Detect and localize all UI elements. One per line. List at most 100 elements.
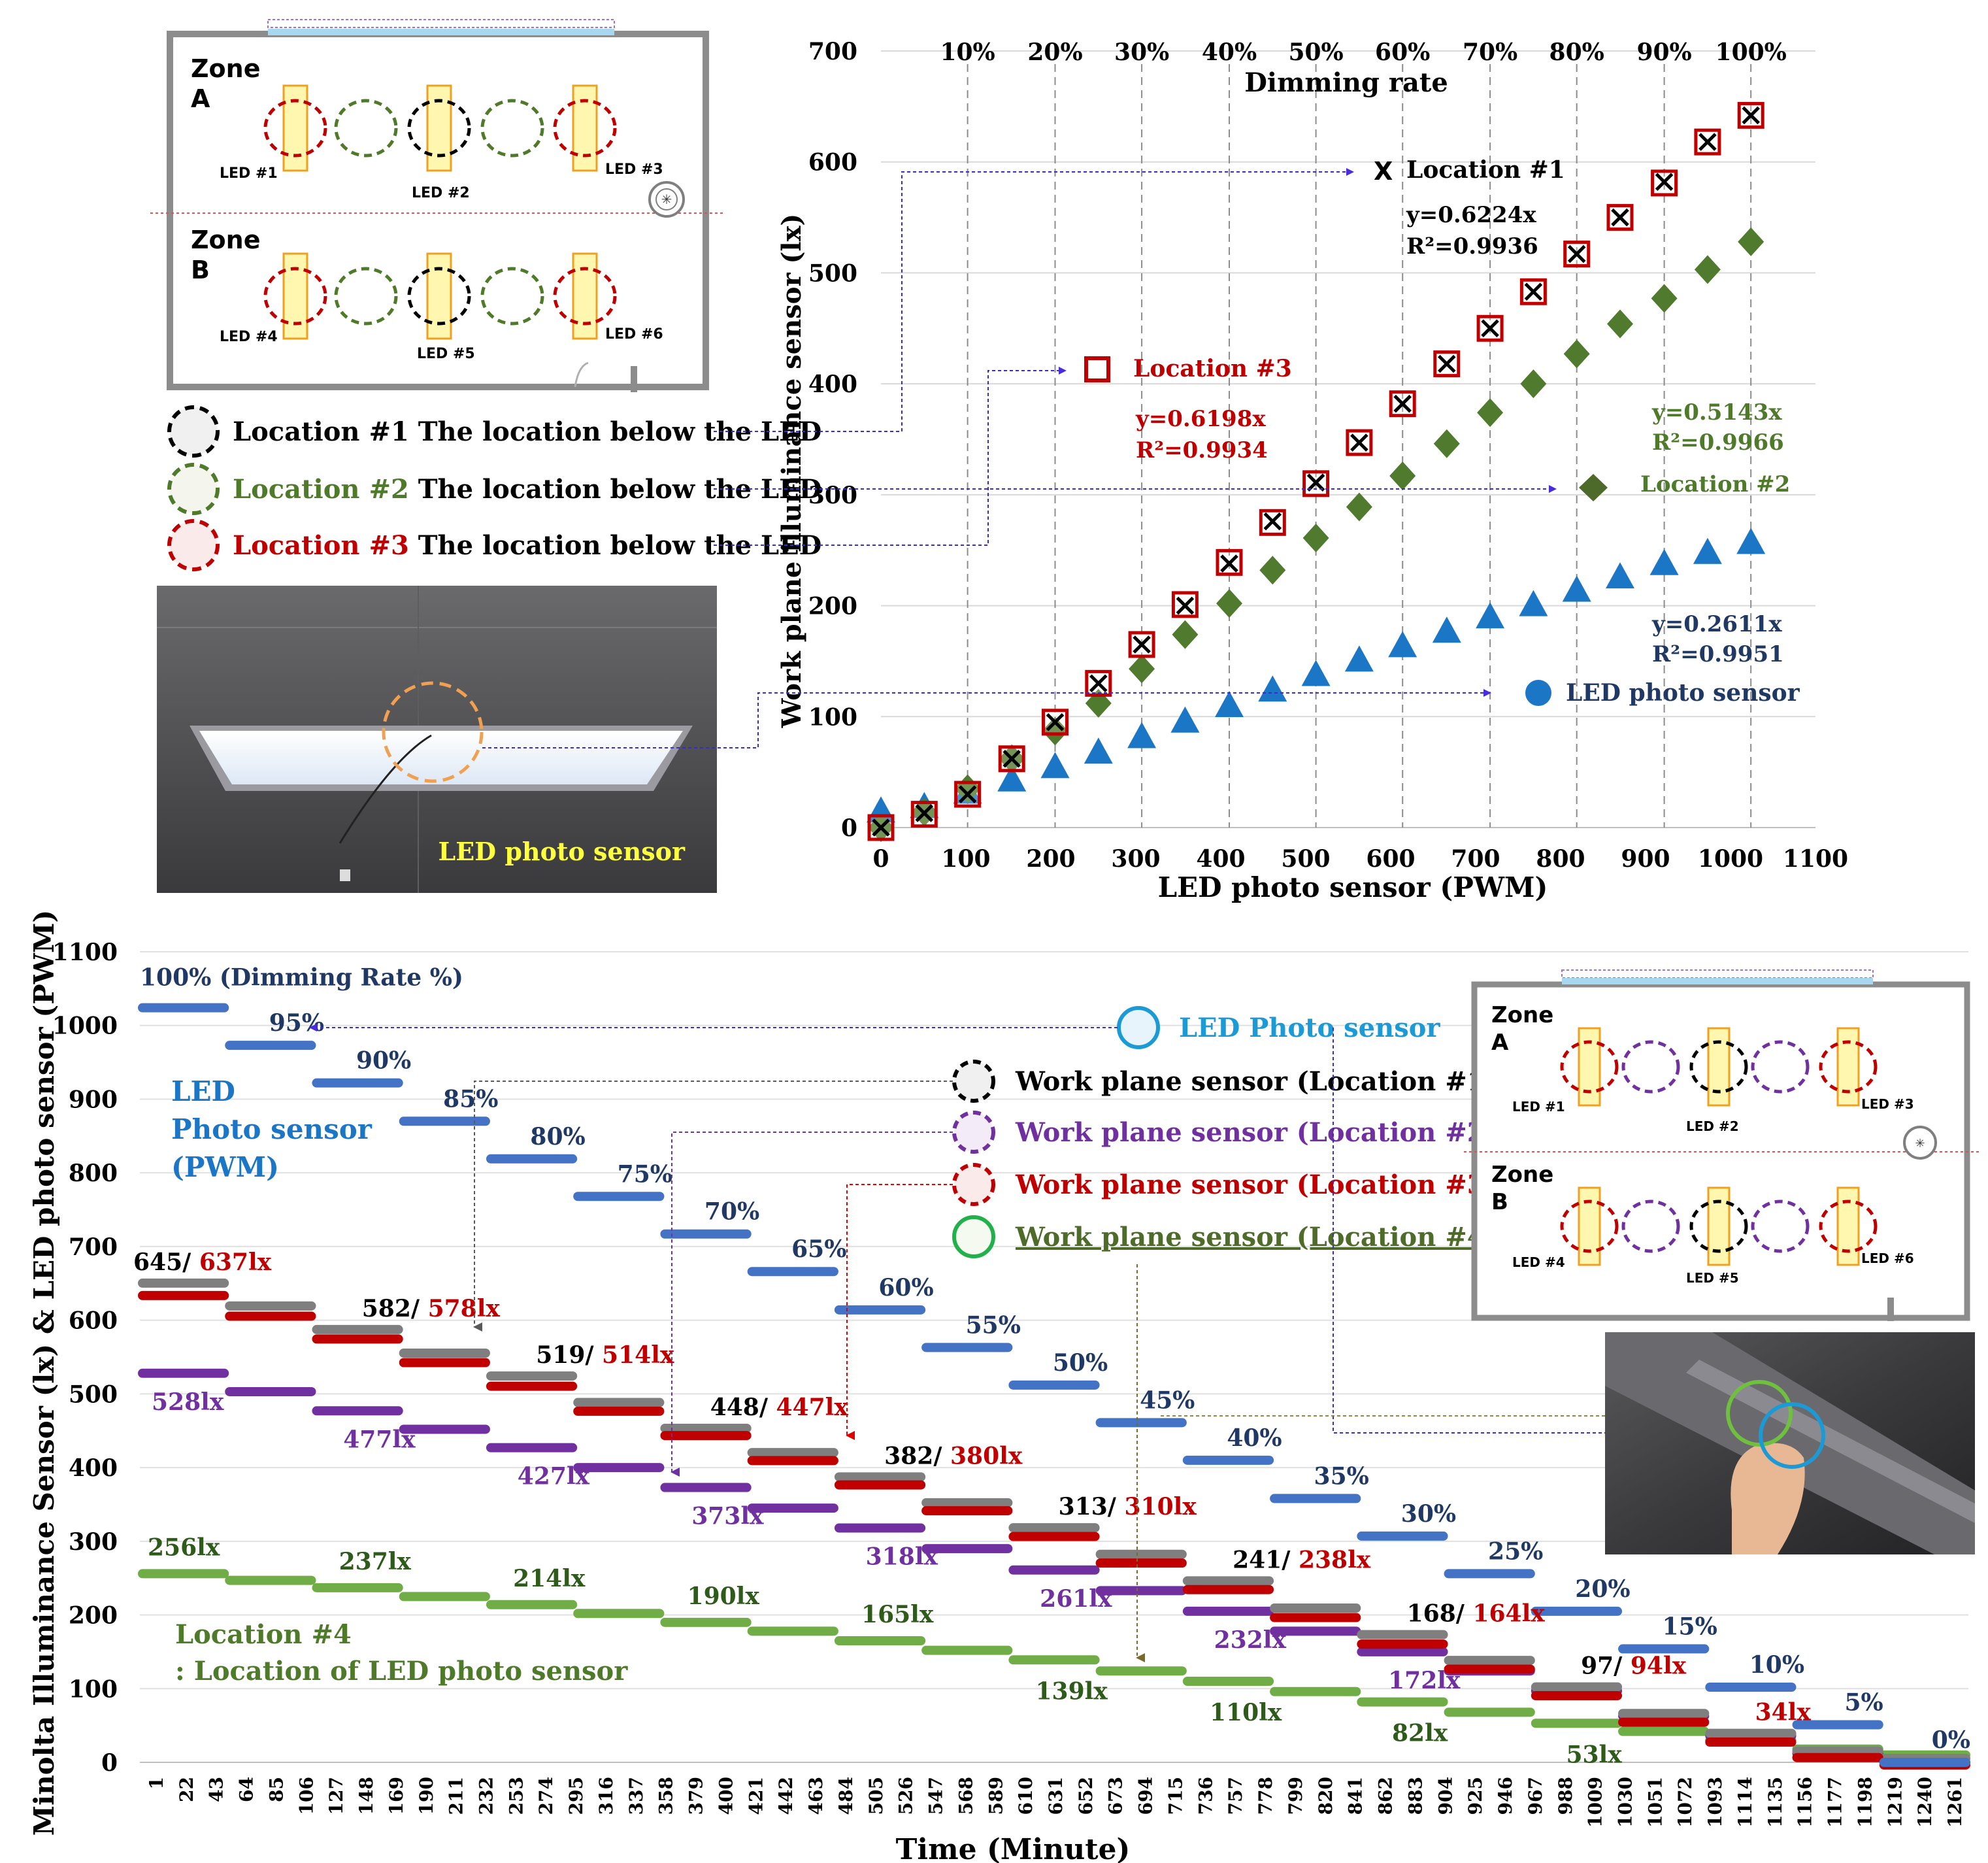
c2-dimming-label: 10% bbox=[1749, 1651, 1804, 1679]
c2-x-tick-label: 190 bbox=[416, 1777, 437, 1815]
fp1-location-ring-0-4 bbox=[553, 99, 617, 158]
svg-text:LED photo sensor: LED photo sensor bbox=[1566, 679, 1800, 707]
c1-y-tick-label: 500 bbox=[808, 260, 857, 287]
c1-point-location2 bbox=[1607, 309, 1633, 339]
c1-point-location1 bbox=[1524, 282, 1543, 301]
c1-point-location2 bbox=[1563, 339, 1590, 369]
c1-top-axis-label: Dimming rate bbox=[1244, 67, 1448, 98]
fp1-location-ring-0-0 bbox=[263, 99, 327, 158]
c1-top-tick-label: 20% bbox=[1027, 39, 1082, 66]
c1-y-tick-label: 0 bbox=[841, 814, 857, 842]
fp2-location-ring-0-3 bbox=[1751, 1040, 1810, 1094]
c2-dimming-label: 60% bbox=[878, 1274, 933, 1301]
c2-value-label: 313/ 310lx bbox=[1059, 1493, 1197, 1520]
c1-x-axis-label: LED photo sensor (PWM) bbox=[1158, 871, 1548, 903]
c2-x-tick-label: 64 bbox=[236, 1777, 257, 1802]
led-label-4: LED #4 bbox=[220, 329, 278, 345]
c1-point-led-sensor bbox=[1606, 562, 1634, 589]
c1-x-tick-label: 200 bbox=[1026, 845, 1075, 873]
c2-x-tick-label: 22 bbox=[176, 1777, 197, 1802]
c2-value-label: 645/ 637lx bbox=[133, 1249, 272, 1276]
c2-y-tick-label: 200 bbox=[69, 1602, 118, 1630]
c2-value-label: 448/ 447lx bbox=[710, 1394, 849, 1421]
c2-dimming-label: 100% (Dimming Rate %) bbox=[140, 964, 463, 992]
c1-point-led-sensor bbox=[1258, 675, 1287, 702]
c1-point-location1 bbox=[872, 818, 890, 837]
c2-dimming-label: 45% bbox=[1140, 1386, 1195, 1414]
c2-value-label: 382/ 380lx bbox=[884, 1442, 1023, 1469]
c1-point-led-sensor bbox=[1040, 752, 1070, 779]
c2-x-tick-label: 925 bbox=[1465, 1777, 1486, 1815]
c1-point-location2 bbox=[1738, 227, 1764, 256]
fp1-tube-1-2 bbox=[426, 252, 452, 340]
c2-green-label: 165lx bbox=[861, 1601, 934, 1628]
c1-point-led-sensor bbox=[1301, 660, 1331, 686]
fp1-location-ring-1-4 bbox=[553, 267, 617, 326]
top-legend: Location #1 The location below the LED L… bbox=[167, 405, 821, 571]
c1-point-location2 bbox=[1433, 429, 1460, 458]
legend-loc3: Location #3 The location below the LED bbox=[233, 530, 821, 561]
c1-point-location2 bbox=[1389, 462, 1416, 491]
fp1-tube-1-0 bbox=[282, 252, 308, 340]
c1-point-location2 bbox=[1302, 524, 1329, 553]
c2-x-tick-label: 946 bbox=[1495, 1777, 1516, 1815]
svg-text:Location #2: Location #2 bbox=[1640, 471, 1790, 497]
c2-value-label: 97/ 94lx bbox=[1581, 1653, 1687, 1680]
c1-y-axis-label: Work plane illuminance sensor (lx) bbox=[776, 214, 807, 729]
fp2-led-label-5: LED #5 bbox=[1686, 1270, 1739, 1286]
fp1-location-ring-0-3 bbox=[480, 99, 544, 158]
c2-green-label: 82lx bbox=[1392, 1720, 1448, 1747]
c2-x-tick-label: 1240 bbox=[1914, 1777, 1936, 1828]
c2-x-tick-label: 904 bbox=[1434, 1777, 1456, 1815]
c2-x-tick-label: 883 bbox=[1404, 1777, 1426, 1815]
c2-dimming-label: 55% bbox=[966, 1311, 1021, 1339]
c2-y-tick-label: 600 bbox=[69, 1307, 118, 1335]
c1-x-ticks: 0 100 200 300 400 500 600 700 800 900 1000 1100 bbox=[872, 845, 1848, 873]
c2-x-tick-label: 379 bbox=[686, 1777, 707, 1815]
c1-x-tick-label: 500 bbox=[1281, 845, 1330, 873]
fp2-location-ring-1-4 bbox=[1819, 1200, 1878, 1253]
c2-purple-label: 318lx bbox=[866, 1543, 938, 1571]
c2-dimming-label: 20% bbox=[1575, 1575, 1630, 1603]
c2-y-tick-label: 1000 bbox=[52, 1013, 118, 1040]
c2-x-tick-label: 673 bbox=[1105, 1777, 1127, 1815]
c2-legend-loc3: Work plane sensor (Location #3) bbox=[1015, 1169, 1497, 1200]
c2-dimming-label: 70% bbox=[704, 1198, 759, 1226]
c2-x-tick-label: 589 bbox=[985, 1777, 1006, 1815]
zone-b-line2: B bbox=[191, 256, 210, 284]
c2-dimming-label: 40% bbox=[1227, 1424, 1282, 1452]
fp2-zone-b-line1: Zone bbox=[1491, 1162, 1553, 1188]
svg-text:R²=0.9934: R²=0.9934 bbox=[1136, 437, 1268, 463]
c2-x-tick-label: 715 bbox=[1165, 1777, 1186, 1815]
c1-x-tick-label: 900 bbox=[1621, 845, 1670, 873]
c1-point-led-sensor bbox=[1170, 706, 1200, 733]
fp1-tube-0-2 bbox=[426, 84, 452, 172]
c2-x-tick-label: 421 bbox=[745, 1777, 767, 1815]
c2-x-tick-label: 1198 bbox=[1854, 1777, 1876, 1828]
c2-x-tick-label: 757 bbox=[1225, 1777, 1246, 1815]
c2-dimming-label: 30% bbox=[1401, 1500, 1456, 1528]
c1-point-location1 bbox=[1046, 713, 1065, 731]
fp2-location-ring-0-0 bbox=[1560, 1040, 1619, 1094]
svg-text:R²=0.9936: R²=0.9936 bbox=[1406, 233, 1538, 260]
c1-points bbox=[867, 101, 1766, 842]
c1-point-led-sensor bbox=[1693, 537, 1722, 564]
fp1-tube-1-4 bbox=[572, 252, 598, 340]
c2-x-tick-label: 862 bbox=[1375, 1777, 1397, 1815]
c2-y-tick-label: 700 bbox=[69, 1234, 118, 1261]
svg-text:Location #1: Location #1 bbox=[1406, 156, 1565, 184]
svg-text:(PWM): (PWM) bbox=[171, 1151, 279, 1183]
c1-point-location2 bbox=[1259, 556, 1286, 585]
svg-text:X: X bbox=[1374, 157, 1393, 186]
c2-value-label: 34lx bbox=[1755, 1699, 1812, 1726]
led-label-3: LED #3 bbox=[605, 161, 663, 178]
c1-point-led-sensor bbox=[997, 765, 1027, 792]
c1-top-tick-label: 80% bbox=[1549, 39, 1604, 66]
c2-value-label: 519/ 514lx bbox=[536, 1341, 674, 1369]
fp2-tube-1-2 bbox=[1707, 1186, 1731, 1266]
svg-text:Photo sensor: Photo sensor bbox=[171, 1113, 373, 1145]
c1-x-tick-label: 300 bbox=[1111, 845, 1160, 873]
c1-y-tick-label: 600 bbox=[808, 149, 857, 176]
fp2-location-ring-1-0 bbox=[1560, 1200, 1619, 1253]
floorplan-top-fixtures bbox=[263, 84, 617, 340]
